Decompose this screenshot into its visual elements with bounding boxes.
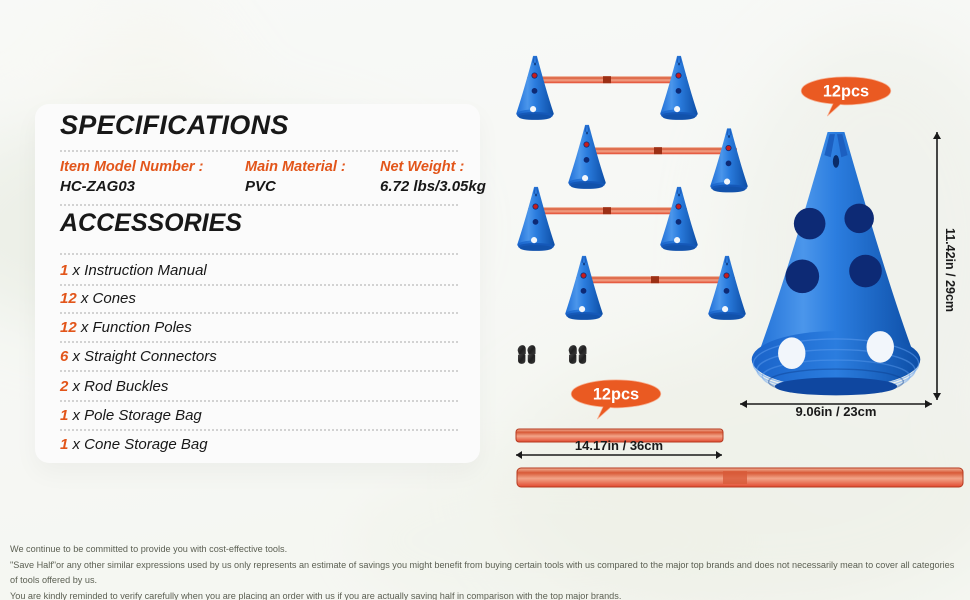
svg-text:14.17in / 36cm: 14.17in / 36cm: [575, 438, 663, 453]
svg-text:11.42in / 29cm: 11.42in / 29cm: [943, 228, 957, 312]
svg-text:9.06in / 23cm: 9.06in / 23cm: [796, 404, 877, 419]
